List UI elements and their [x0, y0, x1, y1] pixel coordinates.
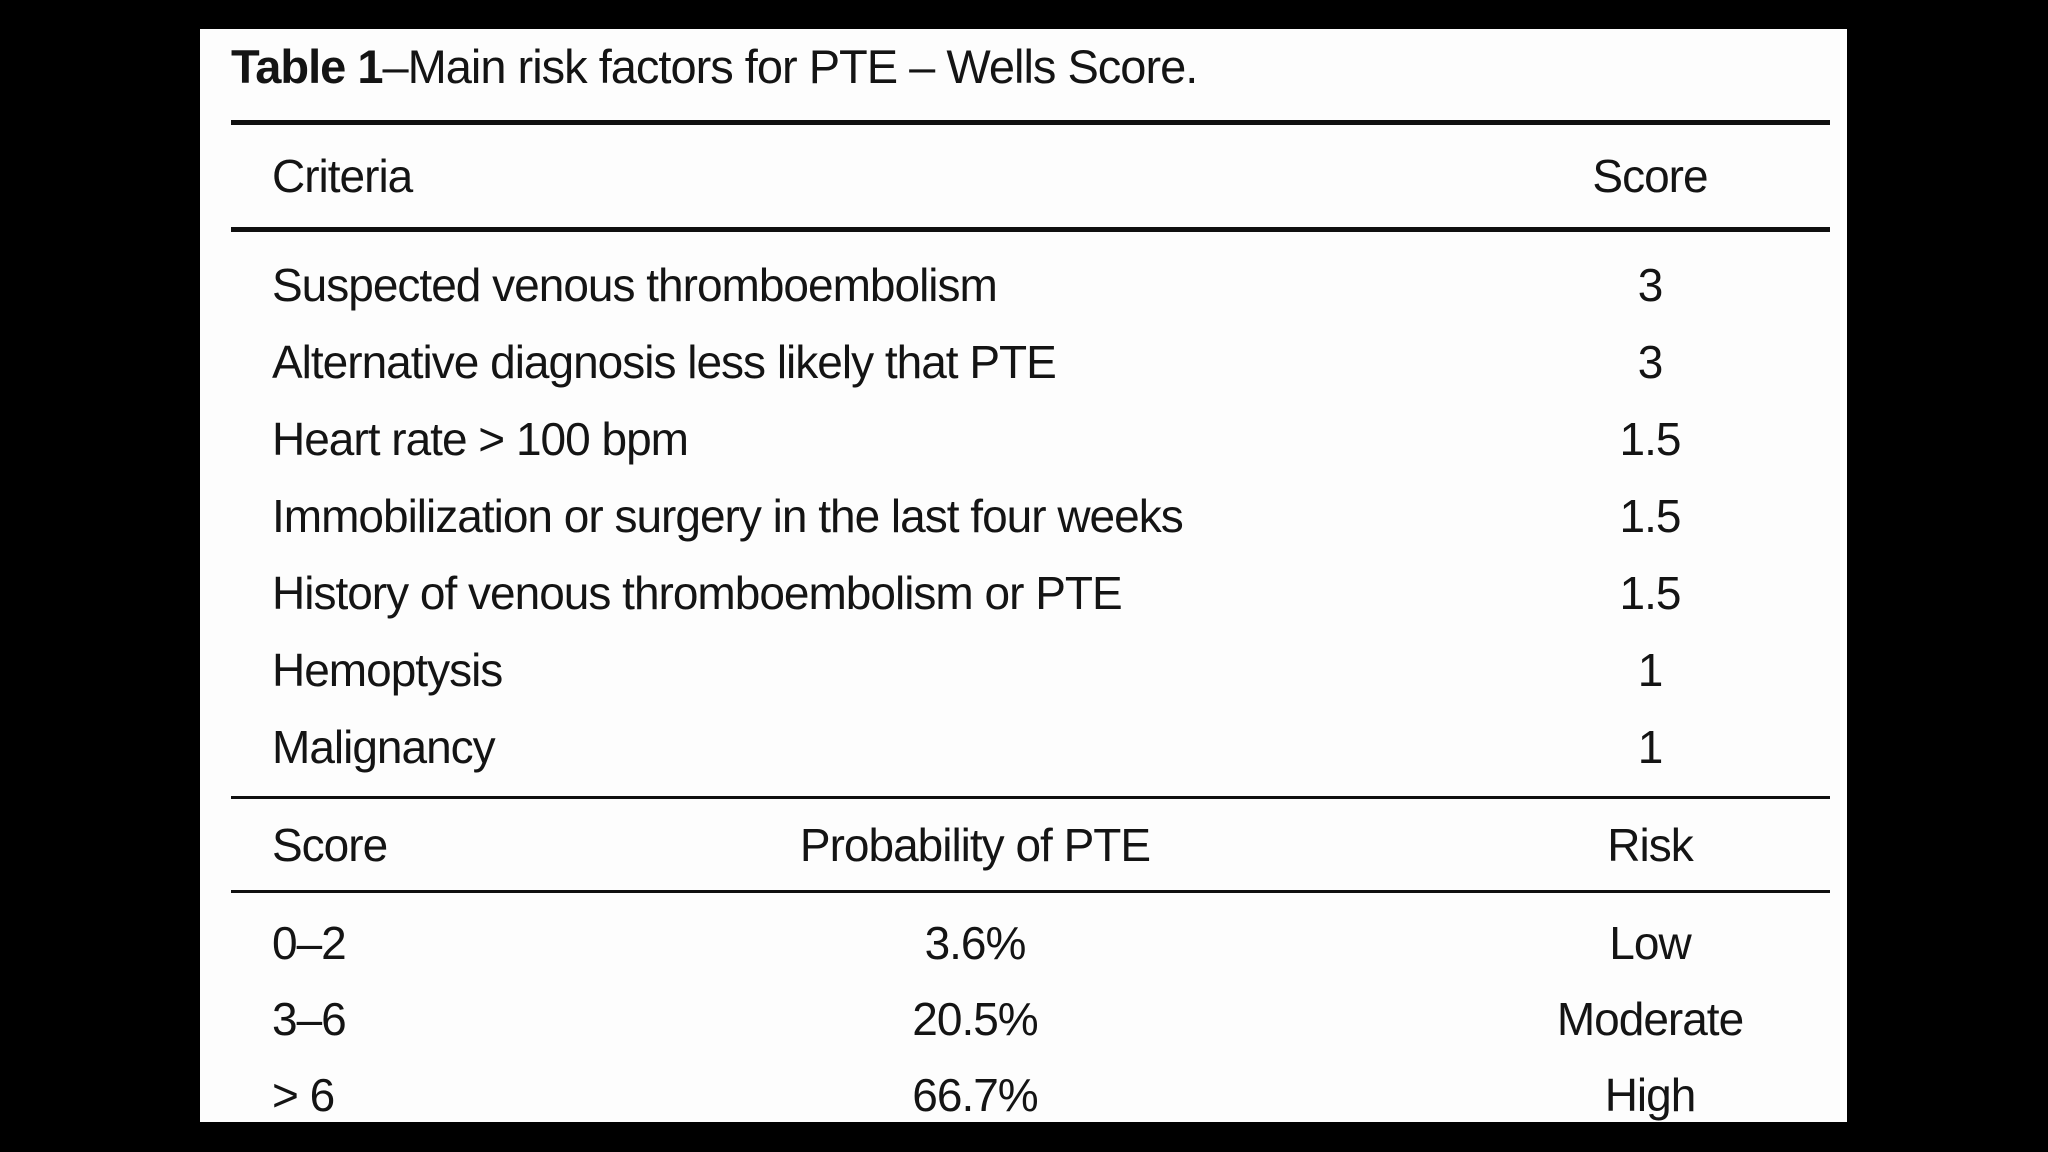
- criteria-row: Immobilization or surgery in the last fo…: [272, 477, 1830, 554]
- score-cell: 1: [1637, 720, 1664, 773]
- top-rule: [231, 120, 1830, 125]
- risk-column-header: Risk: [1607, 818, 1693, 871]
- table-title-caption: –Main risk factors for PTE – Wells Score…: [382, 40, 1198, 93]
- score-cell: 1.5: [1619, 412, 1682, 465]
- criteria-header-row: Criteria Score: [272, 125, 1830, 227]
- table-title-label: Table 1: [231, 40, 383, 93]
- table-figure-panel: Table 1–Main risk factors for PTE – Well…: [200, 29, 1847, 1122]
- criteria-cell: Hemoptysis: [272, 643, 503, 696]
- risk-cell: High: [1604, 1069, 1697, 1121]
- criteria-column-header: Criteria: [272, 150, 413, 202]
- score-cell: 1: [1637, 643, 1664, 696]
- score-range-cell: 3–6: [272, 993, 347, 1045]
- criteria-cell: Heart rate > 100 bpm: [272, 412, 689, 465]
- header-rule: [231, 227, 1830, 232]
- section-divider-rule: [231, 796, 1830, 799]
- score-range-cell: 0–2: [272, 917, 347, 969]
- risk-header-rule: [231, 890, 1830, 893]
- criteria-row: History of venous thromboembolism or PTE…: [272, 554, 1830, 631]
- score-cell: 1.5: [1619, 489, 1682, 542]
- probability-cell: 20.5%: [912, 993, 1038, 1045]
- score-cell: 3: [1637, 335, 1664, 388]
- criteria-rows: Suspected venous thromboembolism 3 Alter…: [272, 232, 1830, 796]
- risk-header-row: Score Probability of PTE Risk: [272, 799, 1830, 890]
- risk-row: 0–2 3.6% Low: [272, 905, 1830, 981]
- criteria-row: Heart rate > 100 bpm 1.5: [272, 400, 1830, 477]
- criteria-cell: Malignancy: [272, 720, 496, 773]
- score-cell: 3: [1637, 258, 1664, 311]
- risk-row: > 6 66.7% High: [272, 1057, 1830, 1122]
- criteria-row: Suspected venous thromboembolism 3: [272, 246, 1830, 323]
- criteria-row: Malignancy 1: [272, 708, 1830, 785]
- criteria-row: Hemoptysis 1: [272, 631, 1830, 708]
- criteria-cell: Immobilization or surgery in the last fo…: [272, 489, 1184, 542]
- criteria-cell: History of venous thromboembolism or PTE: [272, 566, 1123, 619]
- criteria-cell: Suspected venous thromboembolism: [272, 258, 998, 311]
- probability-column-header: Probability of PTE: [799, 818, 1151, 871]
- score-range-cell: > 6: [272, 1069, 335, 1121]
- criteria-cell: Alternative diagnosis less likely that P…: [272, 335, 1057, 388]
- risk-score-column-header: Score: [272, 818, 388, 871]
- table-title: Table 1–Main risk factors for PTE – Well…: [231, 43, 1830, 91]
- risk-cell: Low: [1609, 917, 1691, 969]
- probability-cell: 3.6%: [924, 917, 1027, 969]
- probability-cell: 66.7%: [912, 1069, 1038, 1121]
- risk-row: 3–6 20.5% Moderate: [272, 981, 1830, 1057]
- score-cell: 1.5: [1619, 566, 1682, 619]
- score-column-header: Score: [1592, 150, 1708, 202]
- criteria-row: Alternative diagnosis less likely that P…: [272, 323, 1830, 400]
- risk-cell: Moderate: [1556, 993, 1744, 1045]
- risk-rows: 0–2 3.6% Low 3–6 20.5% Moderate > 6 66.7…: [272, 893, 1830, 1122]
